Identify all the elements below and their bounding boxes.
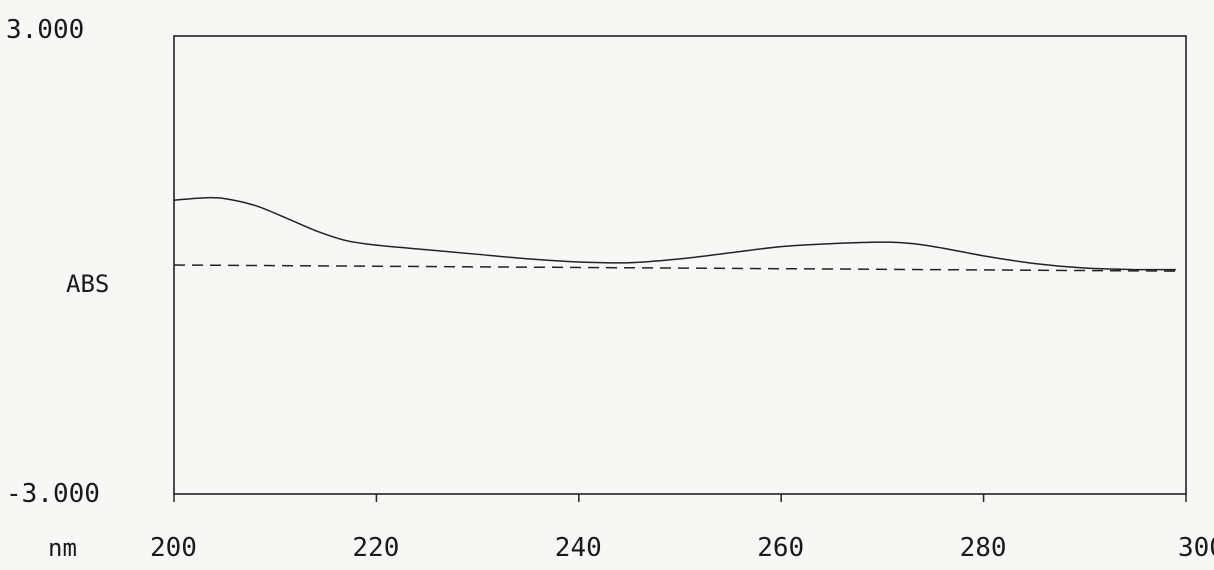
plot-frame bbox=[173, 35, 1187, 495]
y-tick-label-max: 3.000 bbox=[6, 15, 84, 45]
x-tick-layer: 200 220 240 260 280 300 bbox=[150, 494, 1214, 563]
x-tick-label: 200 bbox=[150, 533, 197, 563]
x-tick-label: 260 bbox=[757, 533, 804, 563]
x-axis-label: nm bbox=[48, 534, 77, 562]
series-layer bbox=[173, 196, 1176, 272]
y-tick-label-min: -3.000 bbox=[6, 479, 100, 509]
x-tick-label: 300 bbox=[1178, 533, 1214, 563]
y-axis-label: ABS bbox=[66, 270, 109, 298]
absorbance-series-line bbox=[173, 196, 1176, 271]
x-tick-label: 240 bbox=[555, 533, 602, 563]
x-tick-label: 280 bbox=[960, 533, 1007, 563]
baseline-series-line bbox=[173, 264, 1176, 272]
x-tick-label: 220 bbox=[352, 533, 399, 563]
